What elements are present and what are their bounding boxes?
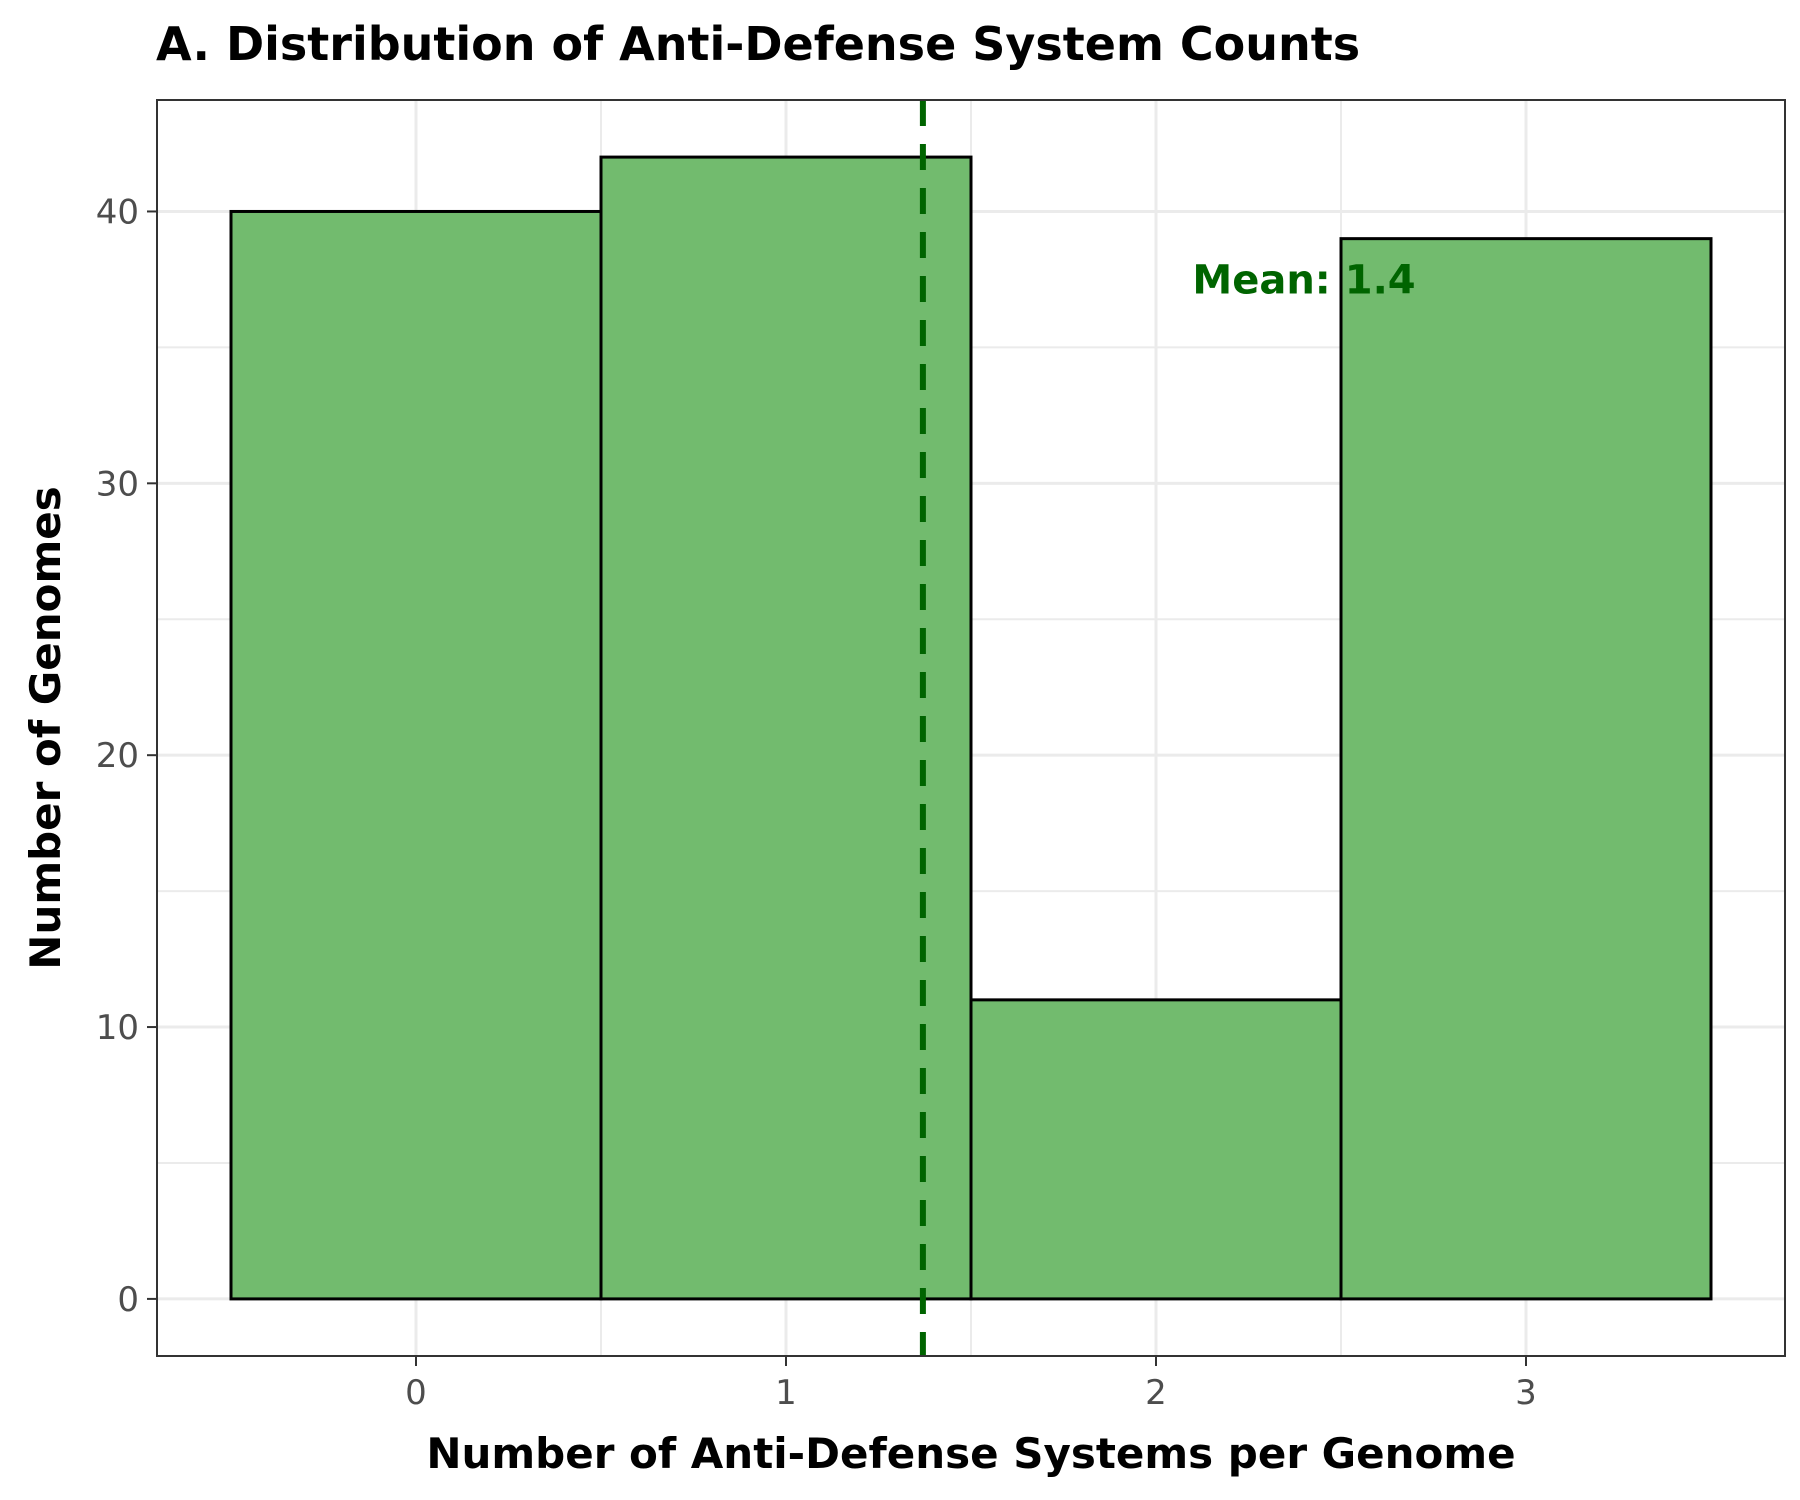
y-tick-label: 30 (96, 464, 139, 504)
x-tick-label: 1 (775, 1373, 797, 1413)
histogram-bar-2 (969, 998, 1343, 1301)
histogram-bar-3 (1339, 237, 1713, 1301)
mean-annotation: Mean: 1.4 (1192, 257, 1415, 303)
y-tick-label: 20 (96, 736, 139, 776)
plot-panel-border (156, 99, 1786, 1357)
y-tick-label: 40 (96, 192, 139, 232)
x-tick-label: 2 (1145, 1373, 1167, 1413)
y-axis-title: Number of Genomes (21, 486, 70, 969)
histogram-bar-0 (229, 209, 603, 1301)
x-axis-title: Number of Anti-Defense Systems per Genom… (426, 1429, 1515, 1478)
histogram-bar-1 (599, 155, 973, 1301)
x-tick-label: 0 (405, 1373, 427, 1413)
x-tick-label: 3 (1515, 1373, 1537, 1413)
histogram-bars (229, 155, 1713, 1301)
y-tick-label: 10 (96, 1008, 139, 1048)
y-tick-label: 0 (117, 1280, 139, 1320)
chart-title: A. Distribution of Anti-Defense System C… (156, 17, 1360, 71)
